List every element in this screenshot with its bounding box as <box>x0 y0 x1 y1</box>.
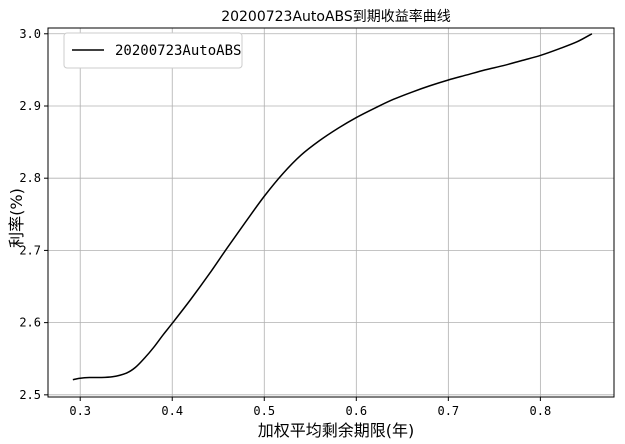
x-tick-label: 0.8 <box>530 404 552 418</box>
y-tick-label: 2.5 <box>19 388 41 402</box>
legend-label: 20200723AutoABS <box>115 43 241 59</box>
x-tick-label: 0.6 <box>345 404 367 418</box>
chart-title: 20200723AutoABS到期收益率曲线 <box>221 8 451 25</box>
plot-area-frame <box>47 27 615 398</box>
x-tick-label: 0.4 <box>161 404 183 418</box>
y-axis-ticks: 2.5 2.6 2.7 2.8 2.9 3.0 <box>19 27 48 402</box>
y-tick-label: 2.9 <box>19 99 41 113</box>
y-tick-label: 2.7 <box>19 243 41 257</box>
series-line-20200723AutoABS <box>72 33 593 381</box>
y-axis-label: 利率(%) <box>7 188 26 248</box>
legend: 20200723AutoABS <box>63 32 243 69</box>
grid-lines <box>48 28 614 397</box>
x-tick-label: 0.3 <box>69 404 91 418</box>
x-tick-label: 0.5 <box>253 404 275 418</box>
y-tick-label: 3.0 <box>19 27 41 41</box>
x-tick-label: 0.7 <box>437 404 459 418</box>
legend-box <box>63 32 243 69</box>
y-tick-label: 2.8 <box>19 171 41 185</box>
x-axis-label: 加权平均剩余期限(年) <box>258 421 415 440</box>
x-axis-ticks: 0.3 0.4 0.5 0.6 0.7 0.8 <box>69 397 551 418</box>
series-layer <box>72 33 593 381</box>
y-tick-label: 2.6 <box>19 316 41 330</box>
